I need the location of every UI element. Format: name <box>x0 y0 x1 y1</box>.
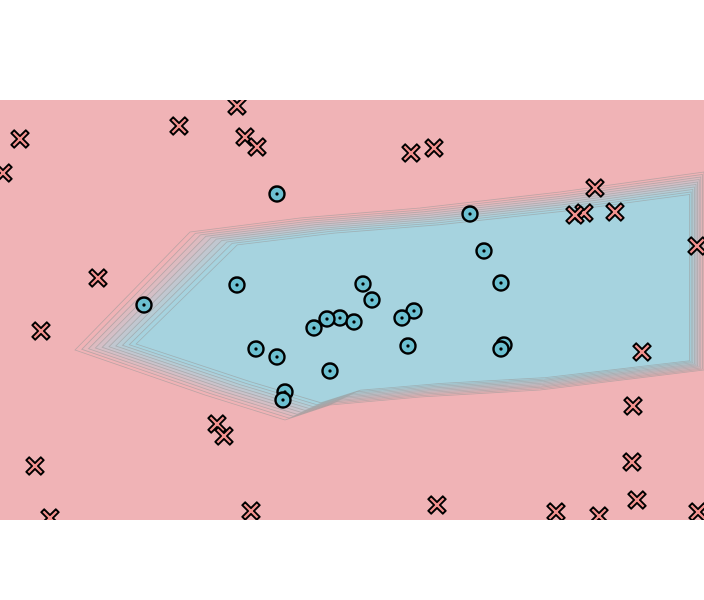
cross-point-10 <box>565 205 585 225</box>
circle-point-18 <box>268 348 286 366</box>
circle-point-11 <box>318 310 336 328</box>
circle-point-5 <box>354 275 372 293</box>
decision-contours <box>74 171 704 421</box>
circle-point-12 <box>345 313 363 331</box>
cross-markers <box>0 100 704 520</box>
cross-point-24 <box>546 502 566 520</box>
cross-point-26 <box>688 502 704 520</box>
circle-point-17 <box>247 340 265 358</box>
cross-point-5 <box>401 143 421 163</box>
circle-point-9 <box>393 309 411 327</box>
cross-point-20 <box>25 456 45 476</box>
cross-point-22 <box>427 495 447 515</box>
cross-point-16 <box>623 396 643 416</box>
circle-point-7 <box>363 291 381 309</box>
circle-point-1 <box>461 205 479 223</box>
cross-point-7 <box>0 163 13 183</box>
cross-point-14 <box>31 321 51 341</box>
circle-point-21 <box>274 391 292 409</box>
circle-point-14 <box>399 337 417 355</box>
circle-point-0 <box>268 185 286 203</box>
circle-point-19 <box>321 362 339 380</box>
circle-point-13 <box>305 319 323 337</box>
cross-point-4 <box>247 137 267 157</box>
cross-point-2 <box>169 116 189 136</box>
cross-point-12 <box>687 236 704 256</box>
cross-point-17 <box>207 414 227 434</box>
cross-point-8 <box>585 178 605 198</box>
circle-point-16 <box>492 340 510 358</box>
cross-point-13 <box>88 268 108 288</box>
circle-point-4 <box>228 276 246 294</box>
circle-point-6 <box>135 296 153 314</box>
cross-point-23 <box>241 501 261 520</box>
cross-point-15 <box>632 342 652 362</box>
circle-point-2 <box>475 242 493 260</box>
cross-point-21 <box>627 490 647 510</box>
cross-point-1 <box>10 129 30 149</box>
circle-markers <box>135 185 513 409</box>
circle-point-3 <box>492 274 510 292</box>
cross-point-6 <box>424 138 444 158</box>
cross-point-19 <box>622 452 642 472</box>
cross-point-0 <box>227 100 247 116</box>
cross-point-18 <box>214 426 234 446</box>
cross-point-25 <box>589 506 609 520</box>
cross-point-27 <box>40 508 60 520</box>
cross-point-11 <box>605 202 625 222</box>
